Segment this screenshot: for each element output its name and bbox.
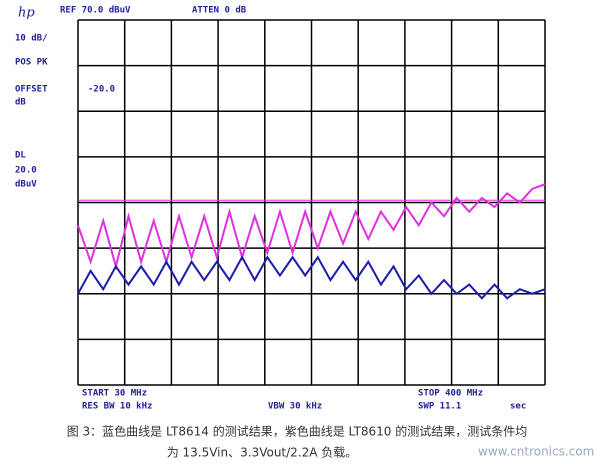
scale: 10 dB/ <box>15 34 48 44</box>
caption-line: 图 3：蓝色曲线是 LT8614 的测试结果，紫色曲线是 LT8610 的测试结… <box>67 424 528 439</box>
res-bw: RES BW 10 kHz <box>82 402 152 412</box>
watermark: www.cntronics.com <box>478 445 594 459</box>
offset-unit: dB <box>15 98 26 108</box>
dl-unit: dBuV <box>15 180 37 190</box>
vbw: VBW 30 kHz <box>268 402 322 412</box>
caption-line: 为 13.5Vin、3.3Vout/2.2A 负载。 <box>167 446 358 460</box>
sweep: SWP 11.1 <box>418 402 461 412</box>
logo: hp <box>18 6 35 21</box>
ref-level: REF 70.0 dBuV <box>60 6 131 16</box>
trace <box>77 183 546 271</box>
attenuation: ATTEN 0 dB <box>192 6 247 16</box>
sweep-unit: sec <box>510 402 526 412</box>
offset-label: OFFSET <box>15 85 48 95</box>
trace <box>77 255 546 300</box>
start-freq: START 30 MHz <box>82 389 147 399</box>
detector: POS PK <box>15 58 48 68</box>
dl-value: 20.0 <box>15 166 37 176</box>
offset-value: -20.0 <box>88 85 115 95</box>
dl-label: DL <box>15 151 26 161</box>
stop-freq: STOP 400 MHz <box>418 389 483 399</box>
